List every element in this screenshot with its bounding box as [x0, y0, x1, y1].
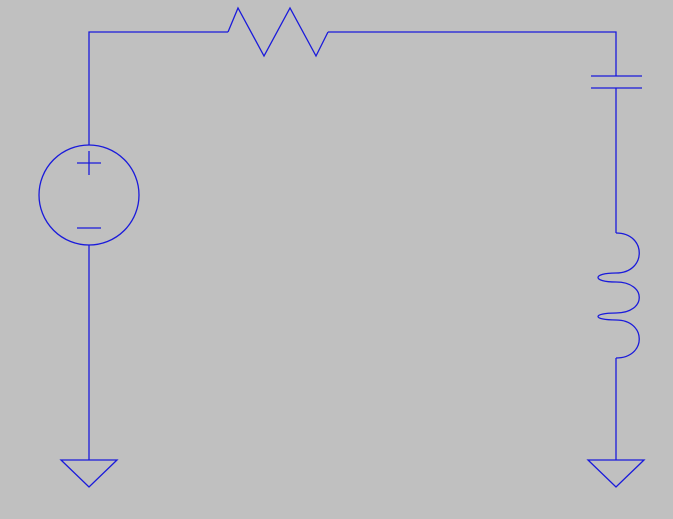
circuit [39, 8, 644, 487]
wire-right-top[interactable] [328, 32, 616, 76]
inductor-icon[interactable] [598, 233, 639, 358]
ground-icon[interactable] [588, 460, 644, 487]
wire-left-top[interactable] [89, 32, 228, 145]
ground-icon[interactable] [61, 460, 117, 487]
resistor-icon[interactable] [228, 8, 328, 56]
